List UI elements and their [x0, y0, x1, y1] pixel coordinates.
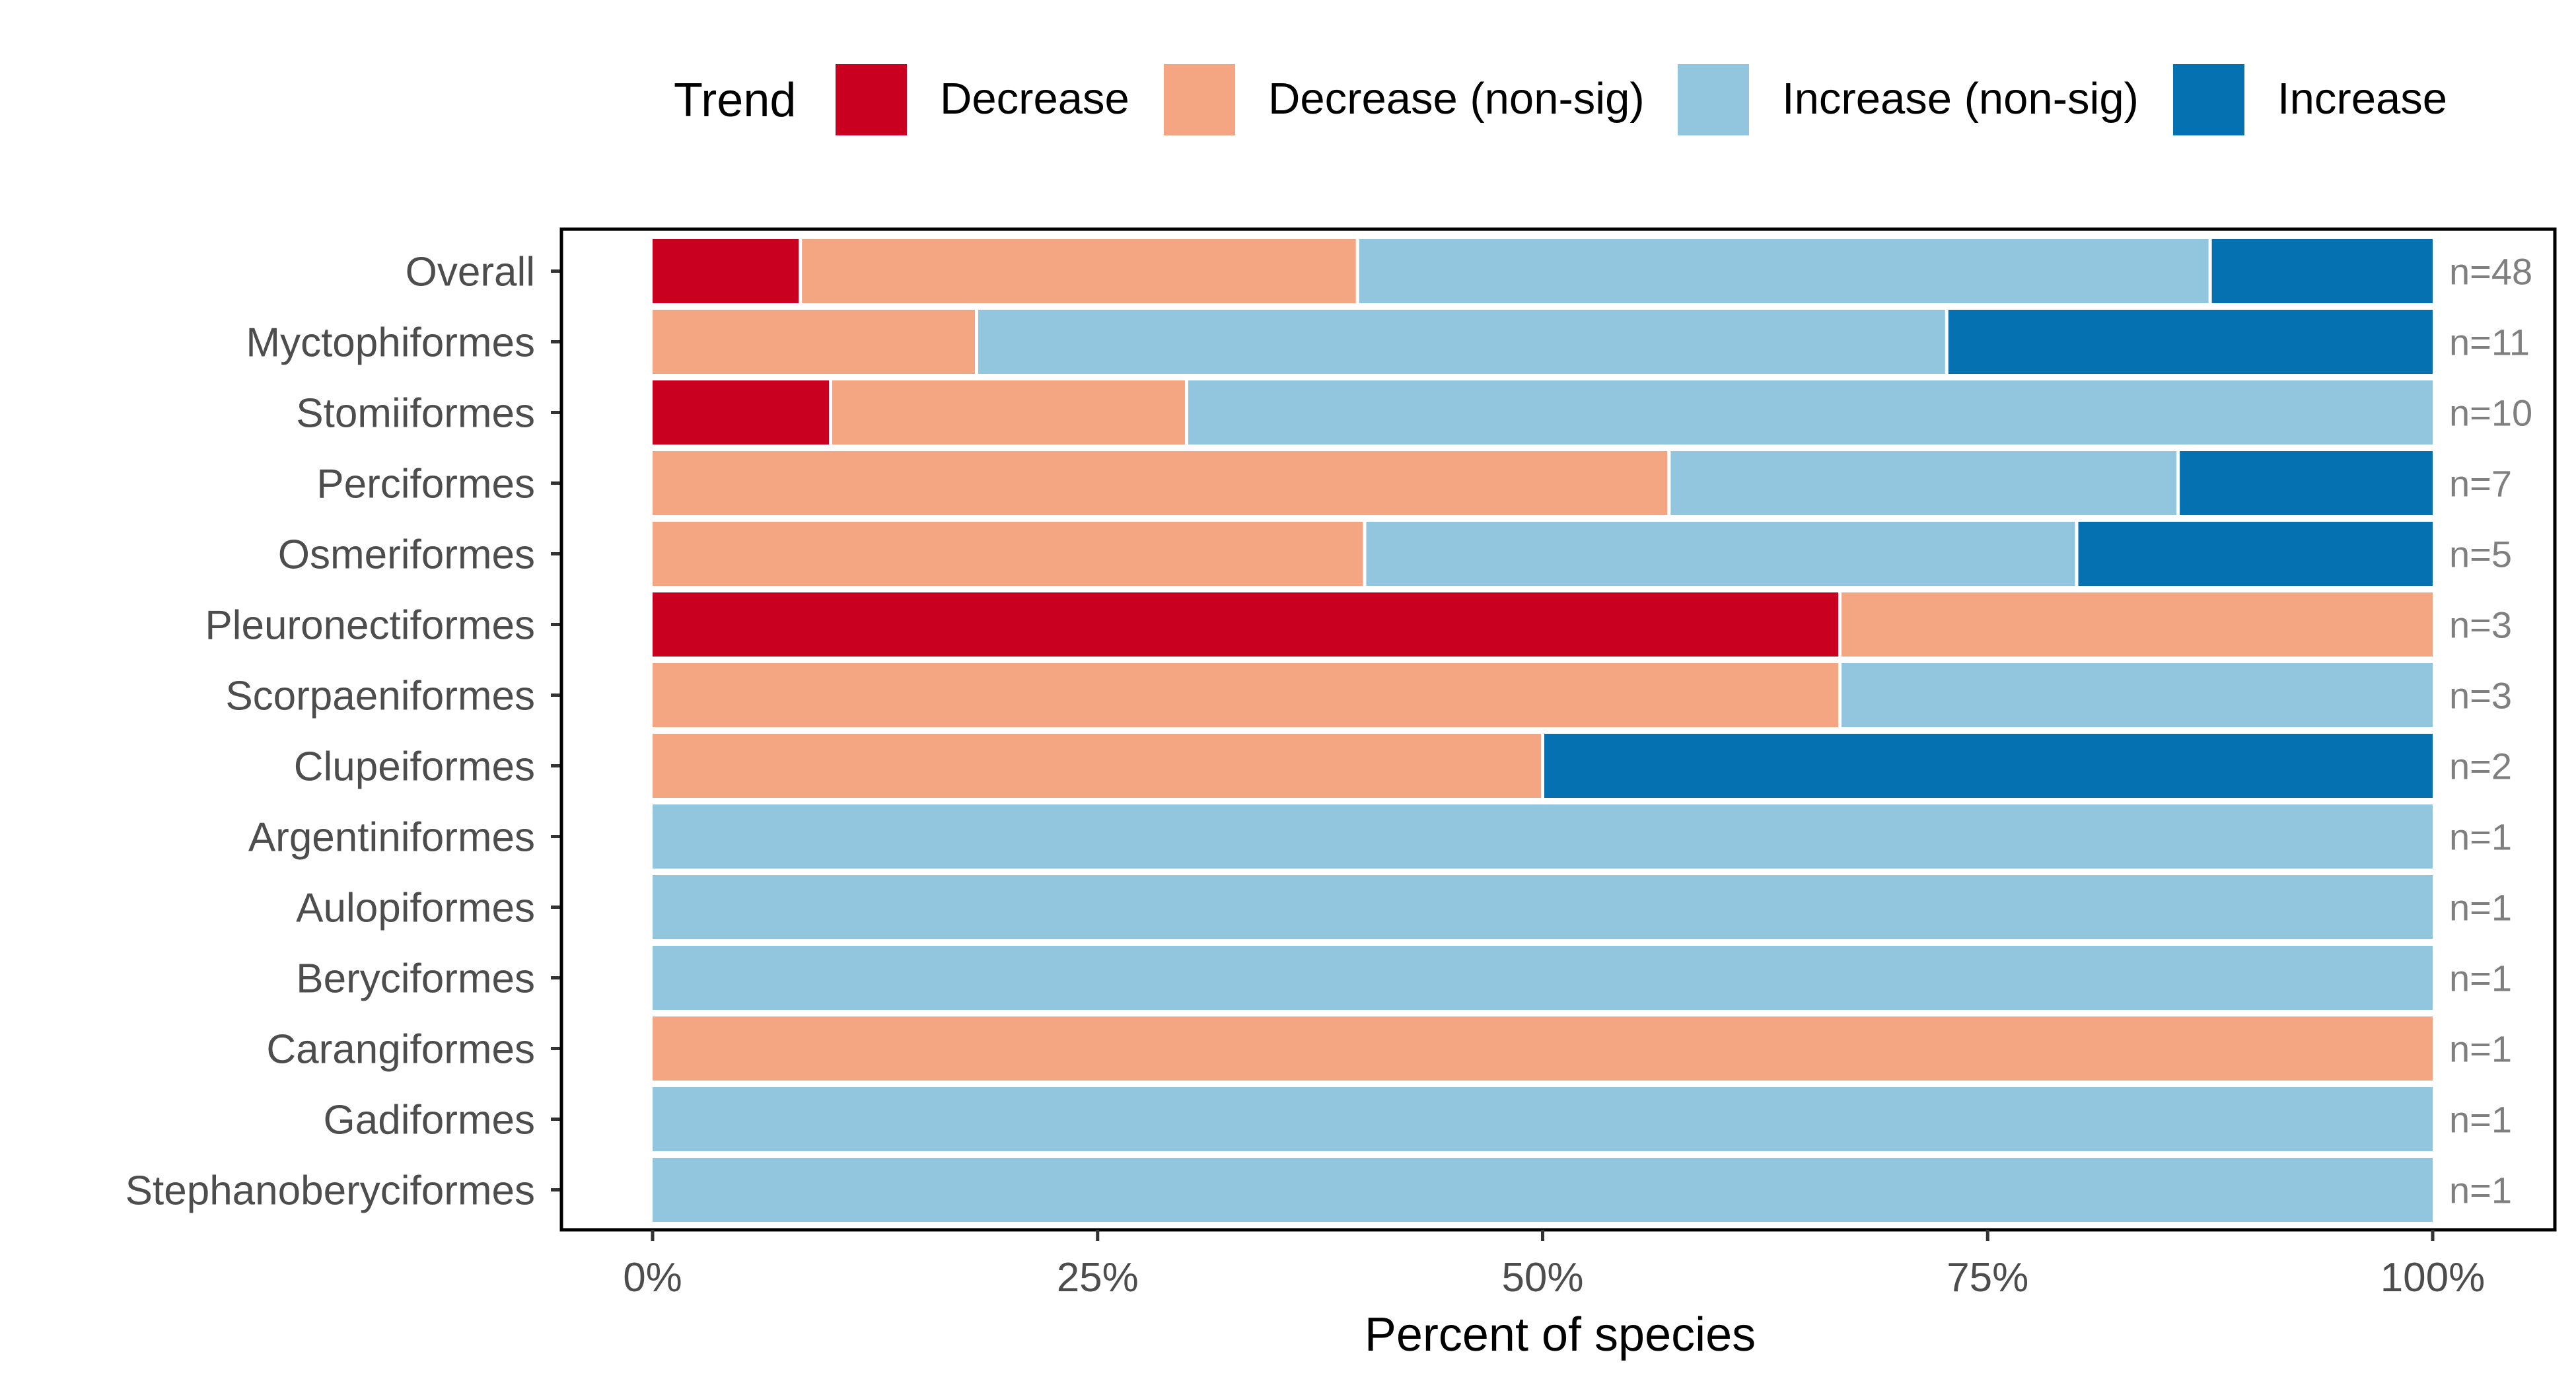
n-label-perciformes: n=7 [2449, 463, 2512, 505]
category-label-carangiformes: Carangiformes [266, 1027, 535, 1073]
n-label-myctophiformes: n=11 [2449, 322, 2530, 363]
bar-osmeriformes-increase [2077, 522, 2433, 586]
category-label-scorpaeniformes: Scorpaeniformes [225, 674, 535, 719]
category-label-pleuronectiformes: Pleuronectiformes [205, 603, 535, 649]
category-label-clupeiformes: Clupeiformes [294, 744, 535, 790]
bar-overall-increase-non-sig [1357, 239, 2211, 303]
legend-key-decrease-non-sig [1164, 64, 1235, 135]
bar-osmeriformes-increase-non-sig [1365, 522, 2077, 586]
bar-pleuronectiformes-decrease-non-sig [1840, 592, 2433, 657]
n-label-pleuronectiformes: n=3 [2449, 604, 2512, 646]
x-tick-label-25: 25% [1057, 1255, 1139, 1300]
category-label-osmeriformes: Osmeriformes [278, 532, 535, 578]
bar-stomiiformes-decrease [653, 380, 831, 445]
bar-overall-increase [2210, 239, 2433, 303]
legend-key-increase [2173, 64, 2244, 135]
bar-perciformes-increase-non-sig [1668, 451, 2178, 515]
bar-beryciformes-increase-non-sig [653, 946, 2433, 1010]
bar-perciformes-increase [2178, 451, 2433, 515]
x-tick-label-0: 0% [623, 1255, 682, 1300]
n-label-scorpaeniformes: n=3 [2449, 675, 2512, 717]
n-label-argentiniformes: n=1 [2449, 816, 2512, 858]
category-label-perciformes: Perciformes [316, 462, 535, 507]
category-label-aulopiformes: Aulopiformes [296, 886, 535, 931]
bar-overall-decrease-non-sig [800, 239, 1358, 303]
bar-overall-decrease [653, 239, 801, 303]
legend-label-increase: Increase [2277, 74, 2447, 124]
x-axis-title: Percent of species [1365, 1308, 1756, 1361]
bar-perciformes-decrease-non-sig [653, 451, 1669, 515]
legend-label-decrease-non-sig: Decrease (non-sig) [1268, 74, 1645, 124]
category-label-myctophiformes: Myctophiformes [246, 320, 535, 366]
category-label-overall: Overall [406, 250, 535, 295]
legend-key-decrease [836, 64, 907, 135]
bar-stomiiformes-increase-non-sig [1186, 380, 2433, 445]
bar-myctophiformes-increase-non-sig [976, 310, 1947, 374]
category-label-stomiiformes: Stomiiformes [296, 391, 535, 437]
n-label-osmeriformes: n=5 [2449, 534, 2512, 575]
n-label-stomiiformes: n=10 [2449, 392, 2532, 434]
bar-aulopiformes-increase-non-sig [653, 875, 2433, 939]
bar-pleuronectiformes-decrease [653, 592, 1840, 657]
legend-label-increase-non-sig: Increase (non-sig) [1782, 74, 2139, 124]
axes: Overall n=48 Myctophiformes n=11 Stomiiforme… [125, 227, 2557, 1300]
bar-scorpaeniformes-decrease-non-sig [653, 663, 1840, 727]
x-tick-label-100: 100% [2380, 1255, 2486, 1300]
legend-label-decrease: Decrease [940, 74, 1129, 124]
bar-scorpaeniformes-increase-non-sig [1840, 663, 2433, 727]
n-label-carangiformes: n=1 [2449, 1028, 2512, 1070]
x-tick-label-75: 75% [1947, 1255, 2028, 1300]
n-label-stephanoberyciformes: n=1 [2449, 1170, 2512, 1211]
legend-key-increase-non-sig [1678, 64, 1749, 135]
bar-stomiiformes-decrease-non-sig [830, 380, 1187, 445]
category-label-beryciformes: Beryciformes [296, 956, 535, 1002]
bar-carangiformes-decrease-non-sig [653, 1016, 2433, 1081]
category-label-argentiniformes: Argentiniformes [248, 815, 535, 861]
plot-area [653, 239, 2433, 1222]
bar-gadiformes-increase-non-sig [653, 1087, 2433, 1151]
bar-myctophiformes-increase [1947, 310, 2433, 374]
n-label-aulopiformes: n=1 [2449, 887, 2512, 929]
bar-osmeriformes-decrease-non-sig [653, 522, 1365, 586]
n-label-clupeiformes: n=2 [2449, 746, 2512, 787]
category-label-stephanoberyciformes: Stephanoberyciformes [125, 1168, 535, 1214]
n-label-beryciformes: n=1 [2449, 958, 2512, 999]
legend-title: Trend [674, 74, 796, 127]
x-tick-label-50: 50% [1501, 1255, 1583, 1300]
bar-clupeiformes-increase [1542, 734, 2433, 798]
bar-stephanoberyciformes-increase-non-sig [653, 1158, 2433, 1222]
n-label-overall: n=48 [2449, 251, 2532, 293]
bar-argentiniformes-increase-non-sig [653, 804, 2433, 869]
category-label-gadiformes: Gadiformes [324, 1098, 535, 1143]
bar-clupeiformes-decrease-non-sig [653, 734, 1543, 798]
bar-myctophiformes-decrease-non-sig [653, 310, 977, 374]
n-label-gadiformes: n=1 [2449, 1099, 2512, 1141]
panel-border [559, 227, 2557, 1232]
legend: Trend Decrease Decrease (non-sig) Increase… [674, 64, 2447, 135]
